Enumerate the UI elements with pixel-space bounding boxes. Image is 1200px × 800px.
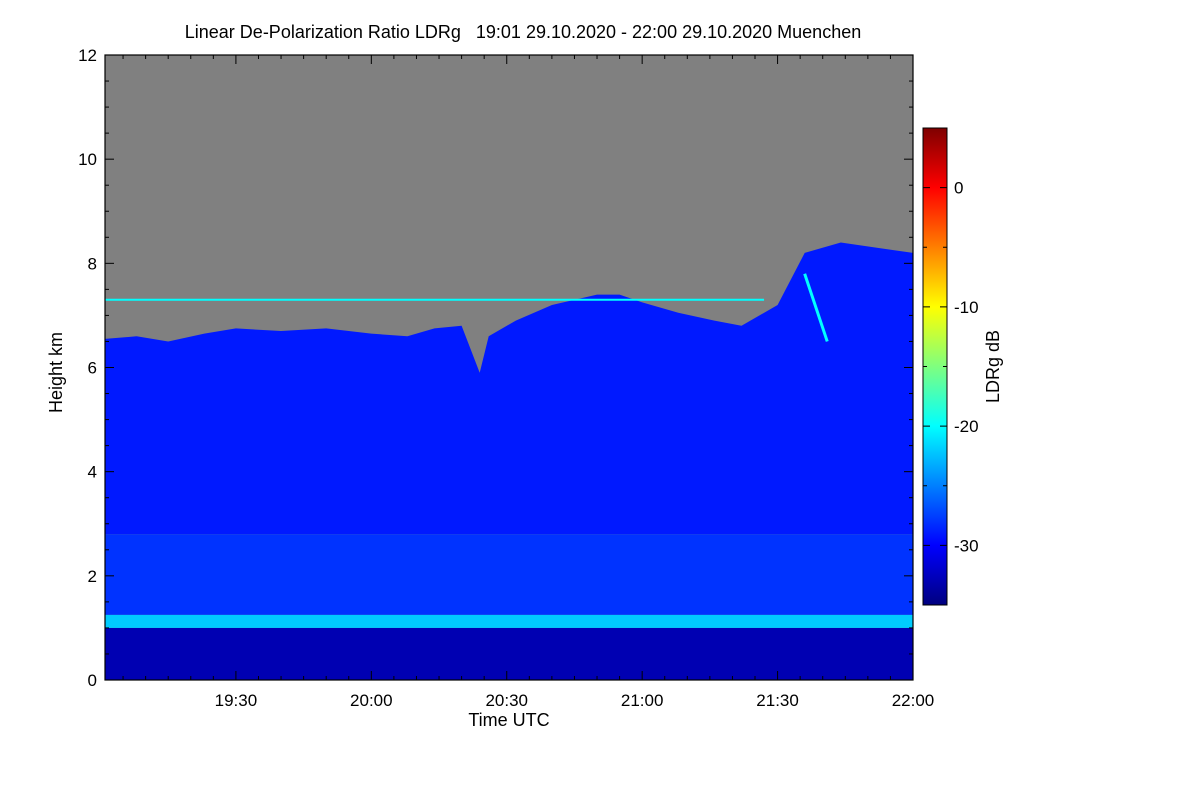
colorbar-axis: 0 -10 -20 -30 xyxy=(923,179,979,555)
y-tick-label: 2 xyxy=(88,567,97,586)
colorbar-tick-label: -10 xyxy=(954,298,979,317)
y-tick-label: 12 xyxy=(78,46,97,65)
y-axis-label: Height km xyxy=(46,332,66,413)
colorbar-tick-label: 0 xyxy=(954,179,963,198)
x-tick-label: 19:30 xyxy=(215,691,258,710)
y-axis: 0 2 4 6 8 10 12 xyxy=(78,46,913,690)
x-tick-label: 21:00 xyxy=(621,691,664,710)
x-tick-label: 22:00 xyxy=(892,691,935,710)
x-axis: 19:30 20:00 20:30 21:00 21:30 22:00 xyxy=(122,55,935,710)
x-tick-label: 21:30 xyxy=(756,691,799,710)
layer-surface xyxy=(105,627,913,680)
x-tick-label: 20:00 xyxy=(350,691,393,710)
colorbar-tick-label: -30 xyxy=(954,536,979,555)
x-tick-label: 20:30 xyxy=(485,691,528,710)
y-tick-label: 8 xyxy=(88,254,97,273)
layer-upper xyxy=(105,242,913,535)
layer-boundary-top xyxy=(105,614,913,628)
chart-title: Linear De-Polarization Ratio LDRg 19:01 … xyxy=(184,22,862,42)
y-tick-label: 10 xyxy=(78,150,97,169)
layer-aerosol xyxy=(105,534,913,615)
heatmap-area xyxy=(105,55,913,680)
y-tick-label: 4 xyxy=(88,463,97,482)
cirrus-streak xyxy=(803,273,829,342)
colorbar-label: LDRg dB xyxy=(983,330,1003,403)
colorbar-tick-label: -20 xyxy=(954,417,979,436)
x-axis-label: Time UTC xyxy=(468,710,549,730)
y-tick-label: 0 xyxy=(88,671,97,690)
y-tick-label: 6 xyxy=(88,359,97,378)
